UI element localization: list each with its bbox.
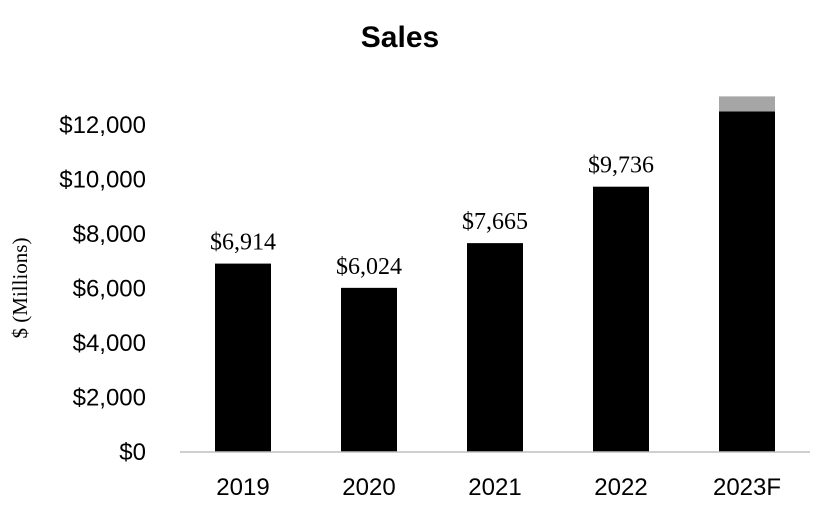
- bar-2022: [593, 186, 649, 452]
- y-tick-label: $2,000: [73, 385, 146, 412]
- data-label-2022: $9,736: [588, 153, 654, 179]
- bar-2020: [341, 287, 397, 452]
- data-label-2020: $6,024: [336, 254, 402, 280]
- data-labels: $6,914 $6,024 $7,665 $9,736: [210, 153, 654, 280]
- bar-2023F-segment-1: [719, 96, 775, 112]
- x-tick-label: 2021: [468, 474, 521, 501]
- x-tick-label: 2020: [342, 474, 395, 501]
- y-tick-label: $4,000: [73, 330, 146, 357]
- data-label-2021: $7,665: [462, 209, 528, 235]
- y-axis-label: $ (Millions): [8, 238, 32, 339]
- bar-2019: [215, 263, 271, 452]
- y-axis-ticks: $0 $2,000 $4,000 $6,000 $8,000 $10,000 $12,000: [59, 112, 146, 466]
- x-tick-label: 2019: [216, 474, 269, 501]
- data-label-2019: $6,914: [210, 230, 276, 256]
- bar-2023F: [719, 111, 775, 452]
- x-axis-ticks: 2019 2020 2021 2022 2023F: [216, 474, 781, 501]
- y-tick-label: $0: [119, 439, 146, 466]
- y-tick-label: $8,000: [73, 221, 146, 248]
- bars: [215, 96, 775, 452]
- chart-title: Sales: [361, 21, 439, 54]
- bar-2021: [467, 243, 523, 452]
- x-tick-label: 2022: [594, 474, 647, 501]
- y-tick-label: $6,000: [73, 276, 146, 303]
- y-tick-label: $10,000: [59, 167, 146, 194]
- y-tick-label: $12,000: [59, 112, 146, 139]
- x-tick-label: 2023F: [713, 474, 781, 501]
